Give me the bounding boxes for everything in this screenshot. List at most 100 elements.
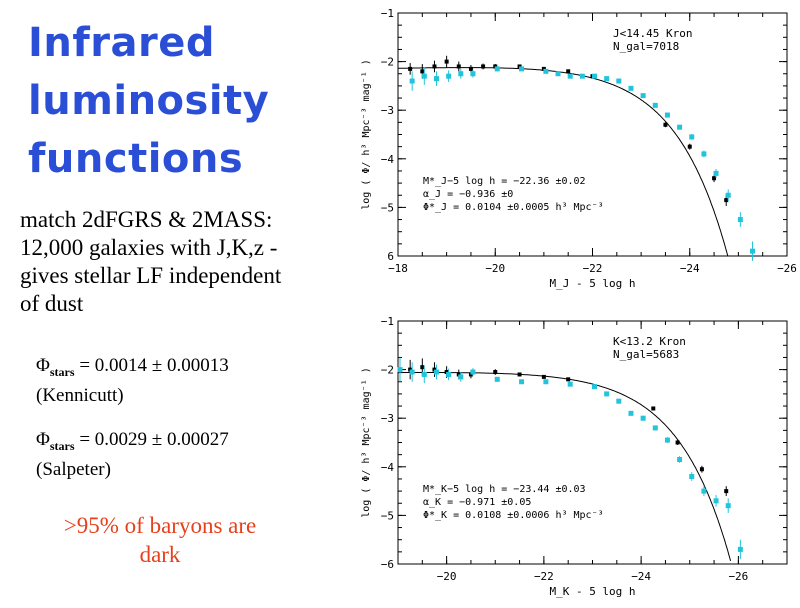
intro-line: gives stellar LF independent — [20, 263, 282, 288]
black-data-point — [481, 64, 486, 69]
cyan-data-point — [592, 384, 597, 390]
title-line: luminosity — [28, 78, 270, 124]
fit-annotation: Φ*_J = 0.0104 ±0.0005 h³ Mpc⁻³ — [423, 202, 604, 213]
y-axis-label: log ( Φ/ h³ Mpc⁻³ mag⁻¹ ) — [361, 59, 372, 210]
cyan-data-point — [640, 93, 646, 99]
cyan-data-point — [725, 503, 731, 509]
kennicutt-note: (Kennicutt) — [36, 385, 124, 406]
x-tick-label: −20 — [485, 262, 505, 275]
cyan-data-point — [737, 546, 743, 552]
cyan-data-point — [421, 371, 427, 377]
fit-annotation: M*_K−5 log h = −23.44 ±0.03 — [423, 484, 586, 495]
phi-symbol: Φ — [36, 355, 50, 376]
j-band-luminosity-chart: −18 −20 −22 −24 −26 −1 −2 −3 −4 −5 6 M_J - 5 log h l… — [361, 7, 797, 290]
cyan-data-point — [677, 457, 683, 463]
black-data-point — [687, 144, 692, 149]
x-tick-label: −26 — [728, 570, 748, 583]
black-data-point — [468, 66, 473, 71]
cyan-data-point — [652, 102, 658, 108]
cyan-data-point — [713, 170, 719, 176]
phi-symbol: Φ — [36, 429, 50, 450]
cyan-data-point — [616, 398, 622, 404]
cyan-data-point — [640, 415, 646, 421]
black-data-point — [432, 64, 437, 69]
black-data-point — [699, 467, 704, 472]
cyan-data-point — [725, 192, 731, 198]
salpeter-value: = 0.0029 ± 0.00027 — [79, 429, 229, 450]
black-data-point — [517, 372, 522, 377]
x-tick-label: −22 — [534, 570, 554, 583]
black-data-point — [444, 59, 449, 64]
intro-line: match 2dFGRS & 2MASS: — [20, 207, 273, 232]
cyan-data-point — [652, 425, 658, 431]
cyan-data-point — [470, 369, 476, 375]
y-tick-label: −4 — [381, 153, 395, 166]
phi-subscript: stars — [49, 439, 75, 453]
cyan-data-point — [664, 437, 670, 443]
black-data-point — [420, 69, 425, 74]
x-tick-label: −24 — [631, 570, 651, 583]
cyan-data-point — [677, 124, 683, 130]
black-data-point — [566, 377, 571, 382]
x-tick-label: −20 — [437, 570, 457, 583]
black-data-point — [724, 489, 729, 494]
black-data-point — [493, 370, 498, 375]
y-tick-label: −1 — [381, 7, 394, 20]
y-tick-label: −1 — [381, 315, 394, 328]
kennicutt-estimate: Φstars = 0.0014 ± 0.00013 (Kennicutt) — [36, 354, 326, 408]
sample-annotation: N_gal=5683 — [613, 348, 679, 361]
y-tick-label: −5 — [381, 201, 394, 214]
kennicutt-equation: Φstars = 0.0014 ± 0.00013 — [36, 354, 326, 384]
cyan-data-point — [713, 498, 719, 504]
fit-annotation: α_K = −0.971 ±0.05 — [423, 497, 531, 508]
black-data-point — [675, 440, 680, 445]
baryon-note-line: >95% of baryons are — [63, 513, 257, 538]
y-tick-label: −5 — [381, 509, 394, 522]
x-tick-label: −22 — [583, 262, 603, 275]
cyan-data-point — [446, 73, 452, 79]
intro-line: of dust — [20, 291, 84, 316]
cyan-data-point — [433, 369, 439, 375]
y-tick-label: −3 — [381, 412, 394, 425]
sample-annotation: K<13.2 Kron — [613, 335, 686, 348]
title-line: Infrared — [28, 20, 215, 66]
cyan-data-point — [446, 371, 452, 377]
cyan-data-point — [689, 474, 695, 480]
cyan-data-point — [543, 379, 549, 385]
y-tick-label: −6 — [381, 558, 394, 571]
y-tick-label: −4 — [381, 461, 395, 474]
black-data-point — [651, 406, 656, 411]
y-tick-label: −2 — [381, 364, 394, 377]
cyan-data-point — [689, 134, 695, 140]
x-axis-label: M_K - 5 log h — [549, 585, 635, 598]
cyan-data-point — [555, 71, 561, 77]
schechter-fit-curve — [398, 372, 732, 562]
cyan-data-point — [604, 76, 610, 82]
baryon-note: >95% of baryons are dark — [30, 511, 290, 569]
x-axis-label: M_J - 5 log h — [549, 277, 635, 290]
cyan-data-point — [701, 151, 707, 157]
y-tick-label: 6 — [387, 250, 394, 263]
cyan-data-point — [750, 248, 756, 254]
slide-title: Infrared luminosity functions — [28, 14, 348, 188]
cyan-data-point — [543, 68, 549, 74]
intro-line: 12,000 galaxies with J,K,z - — [20, 235, 278, 260]
cyan-data-point — [701, 488, 707, 494]
black-data-point — [420, 365, 425, 370]
x-tick-label: −24 — [680, 262, 700, 275]
cyan-data-point — [470, 71, 476, 77]
k-band-luminosity-chart: −20 −22 −24 −26 −1 −2 −3 −4 −5 −6 M_K - 5 log h log… — [361, 315, 788, 598]
black-data-point — [541, 374, 546, 379]
cyan-data-point — [616, 78, 622, 84]
cyan-data-point — [567, 73, 573, 79]
cyan-data-point — [409, 78, 415, 84]
cyan-data-point — [458, 71, 464, 77]
black-data-point — [724, 198, 729, 203]
black-data-point — [408, 66, 413, 71]
fit-annotation: Φ*_K = 0.0108 ±0.0006 h³ Mpc⁻³ — [423, 510, 604, 521]
cyan-data-point — [567, 381, 573, 387]
salpeter-estimate: Φstars = 0.0029 ± 0.00027 (Salpeter) — [36, 428, 326, 482]
cyan-data-point — [604, 391, 610, 397]
cyan-data-point — [664, 112, 670, 118]
black-data-point — [663, 122, 668, 127]
